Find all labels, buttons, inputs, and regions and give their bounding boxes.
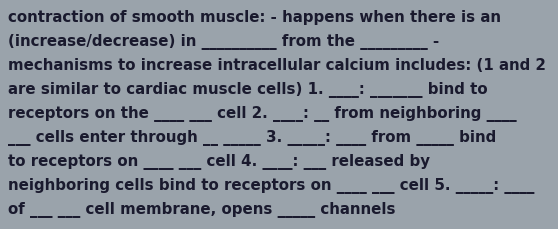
Text: mechanisms to increase intracellular calcium includes: (1 and 2: mechanisms to increase intracellular cal… — [8, 58, 546, 73]
Text: ___ cells enter through __ _____ 3. _____: ____ from _____ bind: ___ cells enter through __ _____ 3. ____… — [8, 129, 496, 145]
Text: (increase/decrease) in __________ from the _________ -: (increase/decrease) in __________ from t… — [8, 34, 439, 50]
Text: to receptors on ____ ___ cell 4. ____: ___ released by: to receptors on ____ ___ cell 4. ____: _… — [8, 153, 430, 169]
Text: of ___ ___ cell membrane, opens _____ channels: of ___ ___ cell membrane, opens _____ ch… — [8, 201, 396, 217]
Text: receptors on the ____ ___ cell 2. ____: __ from neighboring ____: receptors on the ____ ___ cell 2. ____: … — [8, 106, 517, 121]
Text: neighboring cells bind to receptors on ____ ___ cell 5. _____: ____: neighboring cells bind to receptors on _… — [8, 177, 535, 193]
Text: contraction of smooth muscle: - happens when there is an: contraction of smooth muscle: - happens … — [8, 10, 501, 25]
Text: are similar to cardiac muscle cells) 1. ____: _______ bind to: are similar to cardiac muscle cells) 1. … — [8, 82, 488, 98]
